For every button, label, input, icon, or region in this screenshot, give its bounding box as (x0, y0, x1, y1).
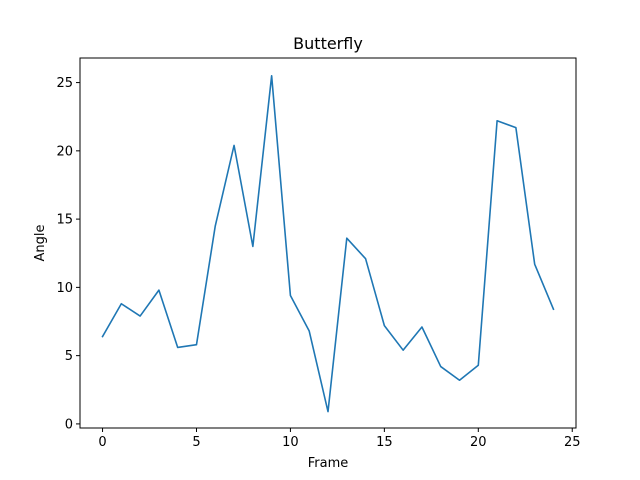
y-tick-label: 5 (65, 349, 73, 364)
data-point (121, 303, 123, 305)
series-layer (101, 74, 555, 413)
data-point (308, 330, 310, 332)
data-point (102, 336, 104, 338)
x-axis-label: Frame (308, 456, 349, 471)
data-point (252, 246, 254, 248)
plot-area (80, 58, 576, 428)
data-point (421, 326, 423, 328)
data-point (290, 295, 292, 297)
y-tick-label: 0 (65, 417, 73, 432)
series-line-angle (101, 74, 555, 413)
data-point (478, 364, 480, 366)
data-point (214, 225, 216, 227)
y-axis-label: Angle (33, 225, 48, 262)
data-point (402, 349, 404, 351)
y-tick-label: 25 (56, 76, 73, 91)
y-tick-label: 10 (56, 281, 73, 296)
data-point (459, 379, 461, 381)
data-point (233, 145, 235, 147)
data-point (440, 366, 442, 368)
y-tick-label: 20 (56, 144, 73, 159)
data-point (158, 289, 160, 291)
data-point (365, 258, 367, 260)
data-point (515, 127, 517, 129)
x-tick-label: 5 (192, 435, 200, 450)
x-tick-label: 20 (470, 435, 487, 450)
data-point (139, 315, 141, 317)
chart-title: Butterfly (293, 34, 363, 53)
data-point (271, 75, 273, 77)
x-axis-ticks: 0 5 10 15 20 25 (98, 428, 581, 450)
data-point (496, 120, 498, 122)
plot-frame (79, 57, 577, 429)
x-tick-label: 10 (282, 435, 299, 450)
data-point (384, 325, 386, 327)
x-tick-label: 15 (376, 435, 393, 450)
data-point (196, 344, 198, 346)
x-tick-label: 0 (98, 435, 106, 450)
y-tick-label: 15 (56, 213, 73, 228)
data-point (327, 411, 329, 413)
y-axis-ticks: 0 5 10 15 20 25 (56, 76, 80, 432)
x-tick-label: 25 (564, 435, 581, 450)
data-point (553, 308, 555, 310)
data-point (177, 347, 179, 349)
data-point (534, 263, 536, 265)
data-point (346, 237, 348, 239)
